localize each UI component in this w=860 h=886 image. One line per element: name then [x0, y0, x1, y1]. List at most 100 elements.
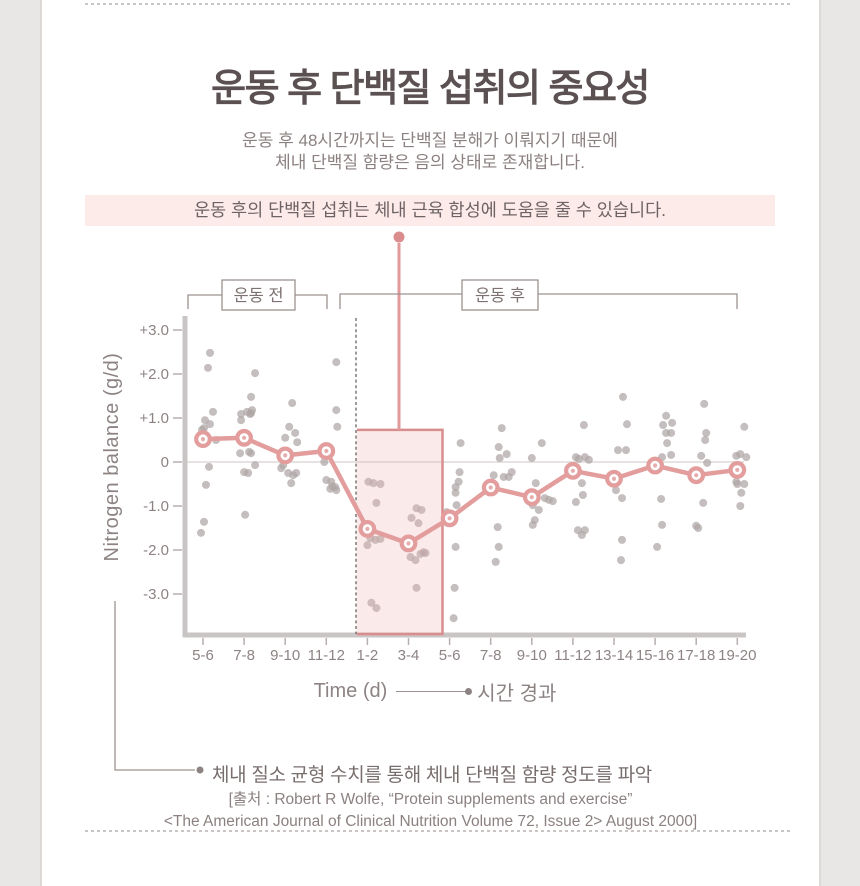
scatter-point — [237, 416, 246, 425]
line-marker-center — [200, 437, 206, 442]
scatter-point — [732, 451, 741, 460]
scatter-point — [577, 479, 586, 488]
scatter-point — [618, 535, 626, 544]
scatter-point — [206, 420, 214, 429]
scatter-point — [658, 520, 667, 529]
scatter-point — [733, 480, 742, 488]
scatter-point — [653, 542, 662, 551]
note-connector-line — [114, 601, 195, 771]
x-tick-label: 13-14 — [595, 647, 633, 664]
scatter-point — [204, 363, 212, 372]
scatter-point — [251, 369, 260, 378]
scatter-point — [332, 358, 341, 367]
scatter-point — [534, 505, 543, 514]
scatter-point — [699, 498, 708, 507]
scatter-point — [623, 420, 631, 429]
line-marker-center — [570, 468, 576, 473]
scatter-point — [287, 479, 296, 488]
scatter-point — [494, 542, 503, 551]
scatter-point — [411, 556, 420, 565]
scatter-point — [369, 479, 378, 488]
y-tick-label: +1.0 — [139, 410, 169, 427]
x-axis-title: Time (d) 시간 경과 — [145, 677, 725, 706]
x-axis-title-en: Time (d) — [313, 680, 388, 702]
line-marker-center — [653, 463, 658, 468]
scatter-point — [412, 583, 421, 592]
scatter-point — [737, 488, 746, 497]
scatter-point — [326, 484, 335, 493]
scatter-point — [281, 433, 290, 442]
scatter-point — [251, 461, 260, 470]
x-tick-label: 7-8 — [480, 647, 502, 664]
scatter-point — [285, 422, 294, 431]
x-tick-label: 1-2 — [357, 647, 379, 664]
y-tick-label: 0 — [161, 454, 169, 471]
scatter-point — [527, 454, 536, 463]
chart-plot: +3.0 +2.0 +1.0 0 -1.0 -2.0 -3.0 5-6 7-8 9-10 11-12… — [139, 316, 756, 664]
scatter-point — [451, 542, 460, 551]
scatter-point — [367, 598, 376, 607]
group-label-before: 운동 전 — [233, 286, 283, 305]
x-tick-label: 11-12 — [554, 647, 591, 664]
scatter-point — [703, 458, 712, 467]
line-marker-center — [324, 448, 329, 454]
scatter-point — [579, 421, 588, 430]
scatter-point — [333, 422, 342, 431]
scatter-point — [241, 510, 250, 519]
line-marker-center — [447, 516, 452, 521]
y-tick-label: -1.0 — [143, 498, 169, 515]
x-tick-label: 9-10 — [517, 647, 547, 664]
top-dashed-border — [85, 3, 790, 5]
note-connector — [114, 601, 204, 774]
scatter-point — [455, 468, 464, 477]
line-marker-center — [611, 476, 617, 481]
scatter-point — [407, 513, 416, 522]
scatter-point — [372, 604, 381, 613]
group-bracket-before: 운동 전 — [187, 279, 328, 311]
bracket-box-after — [461, 279, 539, 311]
scatter-point — [740, 480, 749, 488]
scatter-point — [244, 469, 253, 477]
x-tick-label: 19-20 — [718, 647, 756, 664]
scatter-point — [657, 494, 666, 503]
line-marker-center — [365, 526, 370, 531]
callout-dot — [393, 231, 405, 243]
scatter-point — [209, 407, 217, 416]
scatter-point — [237, 410, 246, 419]
scatter-point — [577, 531, 586, 540]
bracket-box-before — [221, 279, 296, 311]
scatter-point — [667, 450, 676, 459]
scatter-point — [456, 439, 465, 448]
y-tick-label: +2.0 — [139, 366, 169, 383]
source-line-1: [출처 : Robert R Wolfe, “Protein supplemen… — [228, 791, 633, 808]
scatter-point — [659, 421, 668, 430]
x-axis-leader-line — [396, 687, 473, 695]
scatter-point — [202, 480, 210, 489]
scatter-point — [584, 455, 593, 464]
subtitle-line-1: 운동 후 48시간까지는 단백질 분해가 이뤄지기 때문에 — [242, 131, 618, 150]
scatter-point — [668, 418, 677, 427]
line-marker-center — [242, 435, 247, 440]
scatter-point — [247, 449, 256, 458]
scatter-point — [612, 486, 620, 495]
scatter-point — [449, 614, 458, 623]
scatter-point — [206, 348, 214, 357]
subtitle: 운동 후 48시간까지는 단백질 분해가 이뤄지기 때문에 체내 단백질 함량은… — [0, 130, 860, 174]
chart-note: 체내 질소 균형 수치를 통해 체내 단백질 함량 정도를 파악 — [212, 765, 652, 786]
scatter-point — [293, 438, 302, 447]
scatter-point — [489, 471, 498, 480]
scatter-point — [548, 497, 557, 506]
group-bracket-after: 운동 후 — [339, 279, 738, 311]
scatter-point — [372, 498, 381, 507]
scatter-point — [617, 556, 625, 565]
x-tick-label: 11-12 — [308, 647, 345, 664]
scatter-point — [504, 472, 513, 481]
scatter-point — [742, 453, 751, 462]
scatter-point — [578, 491, 587, 499]
subtitle-line-2: 체내 단백질 함량은 음의 상태로 존재합니다. — [275, 153, 585, 172]
scatter-point — [622, 446, 630, 455]
x-tick-label: 9-10 — [270, 647, 300, 664]
leader-dot — [465, 687, 473, 695]
scatter-point — [371, 535, 380, 544]
